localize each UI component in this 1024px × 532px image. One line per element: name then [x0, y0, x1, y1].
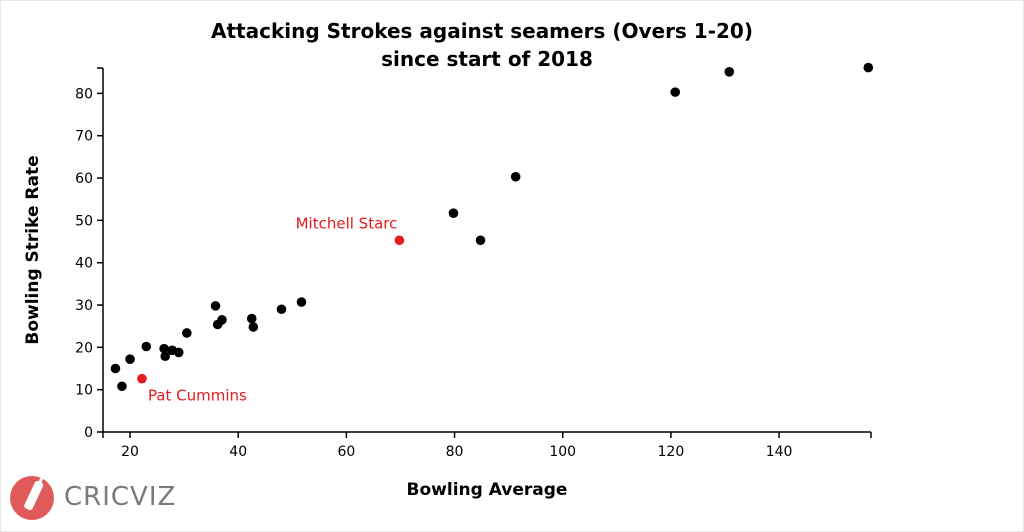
y-tick-label: 40: [75, 256, 93, 272]
y-tick-label: 20: [75, 340, 93, 356]
scatter-point: [863, 62, 874, 73]
scatter-point: [210, 301, 221, 311]
scatter-point: [670, 87, 681, 97]
scatter-point: [475, 235, 486, 246]
cricviz-logo: CRICVIZ: [6, 470, 206, 528]
x-tick-label: 40: [229, 444, 247, 460]
x-tick-label: 20: [121, 444, 139, 460]
scatter-point: [125, 354, 135, 365]
x-tick-label: 120: [658, 444, 685, 460]
scatter-point: [448, 208, 459, 218]
y-tick-label: 80: [75, 86, 93, 102]
scatter-point: [117, 381, 127, 392]
y-tick-label: 10: [75, 383, 93, 399]
scatter-point: [248, 322, 259, 332]
x-axis-title: Bowling Average: [407, 480, 568, 500]
highlighted-point: [137, 373, 147, 384]
y-tick-label: 50: [75, 213, 93, 229]
point-annotation: Mitchell Starc: [296, 214, 398, 232]
x-tick-label: 60: [337, 444, 355, 460]
logo-text: CRICVIZ: [64, 482, 177, 512]
y-tick-label: 0: [84, 425, 93, 441]
point-annotation: Pat Cummins: [148, 387, 247, 405]
y-tick-label: 60: [75, 171, 93, 187]
x-tick-label: 100: [549, 444, 576, 460]
chart-title-line-1: Attacking Strokes against seamers (Overs…: [211, 19, 753, 43]
scatter-point: [182, 328, 192, 338]
axes: 0 10 20 30 40 50 60 70 80 20 40 60 80 100 120 140: [75, 67, 872, 460]
y-tick-label: 70: [75, 129, 93, 145]
scatter-point: [724, 67, 735, 77]
x-tick-label: 140: [766, 444, 793, 460]
scatter-point: [159, 343, 169, 354]
scatter-point: [141, 341, 152, 352]
scatter-point: [217, 315, 227, 325]
highlighted-points: Mitchell Starc Pat Cummins: [137, 214, 405, 405]
scatter-point: [246, 313, 257, 324]
data-points: [110, 62, 874, 392]
y-axis-title: Bowling Strike Rate: [23, 155, 43, 344]
scatter-point: [296, 297, 307, 307]
cricket-bat-logo-icon: [10, 474, 54, 520]
chart-title-line-2: since start of 2018: [381, 47, 593, 71]
scatter-point: [276, 304, 287, 315]
scatter-point: [110, 363, 121, 374]
scatter-point: [160, 351, 170, 362]
scatter-point: [510, 171, 521, 182]
scatter-point: [173, 347, 184, 358]
x-tick-label: 80: [446, 444, 464, 460]
highlighted-point: [394, 235, 405, 246]
y-tick-label: 30: [75, 298, 93, 314]
